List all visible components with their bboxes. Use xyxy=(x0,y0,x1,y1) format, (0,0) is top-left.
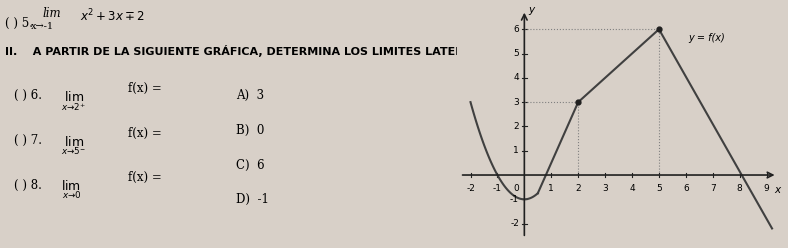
Text: 5: 5 xyxy=(513,49,519,58)
Text: 3: 3 xyxy=(602,184,608,192)
Text: ( ) 8.: ( ) 8. xyxy=(14,179,42,191)
Text: -1: -1 xyxy=(493,184,502,192)
Text: 1: 1 xyxy=(548,184,554,192)
Text: D)  -1: D) -1 xyxy=(236,193,269,206)
Text: 9: 9 xyxy=(764,184,770,192)
Text: f(x) =: f(x) = xyxy=(128,126,162,139)
Text: f(x) =: f(x) = xyxy=(128,82,162,95)
Text: C)  6: C) 6 xyxy=(236,159,265,172)
Text: 4: 4 xyxy=(513,73,519,82)
Text: B)  0: B) 0 xyxy=(236,124,265,137)
Text: ( ) 5.: ( ) 5. xyxy=(5,17,33,30)
Text: -2: -2 xyxy=(510,219,519,228)
Text: x→-1: x→-1 xyxy=(31,22,54,31)
Text: ( ) 7.: ( ) 7. xyxy=(14,134,43,147)
Text: lim: lim xyxy=(43,7,61,20)
Text: 6: 6 xyxy=(513,25,519,34)
Text: II.    A PARTIR DE LA SIGUIENTE GRÁFICA, DETERMINA LOS LIMITES LATERALES INDICAD: II. A PARTIR DE LA SIGUIENTE GRÁFICA, DE… xyxy=(5,45,573,57)
Text: $\lim_{x \to 0}$: $\lim_{x \to 0}$ xyxy=(61,179,82,201)
Text: 4: 4 xyxy=(630,184,635,192)
Text: $\lim_{x \to 2^+}$: $\lim_{x \to 2^+}$ xyxy=(61,89,87,113)
Text: f(x) =: f(x) = xyxy=(128,171,162,184)
Text: 2: 2 xyxy=(575,184,581,192)
Text: -2: -2 xyxy=(466,184,475,192)
Text: 2: 2 xyxy=(513,122,519,131)
Text: 3: 3 xyxy=(513,98,519,107)
Text: $x^2+3x\mp2$: $x^2+3x\mp2$ xyxy=(80,7,146,24)
Text: -1: -1 xyxy=(510,195,519,204)
Text: 0: 0 xyxy=(513,184,519,192)
Text: 7: 7 xyxy=(710,184,716,192)
Text: 6: 6 xyxy=(683,184,689,192)
Text: 8: 8 xyxy=(737,184,742,192)
Text: ( ) 6.: ( ) 6. xyxy=(14,89,43,102)
Text: 5: 5 xyxy=(656,184,662,192)
Text: $\lim_{x \to 5^-}$: $\lim_{x \to 5^-}$ xyxy=(61,134,87,156)
Text: y: y xyxy=(529,5,534,15)
Text: A)  3: A) 3 xyxy=(236,89,265,102)
Text: 1: 1 xyxy=(513,146,519,155)
Text: x: x xyxy=(775,185,780,195)
Text: y = f(x): y = f(x) xyxy=(689,33,725,43)
